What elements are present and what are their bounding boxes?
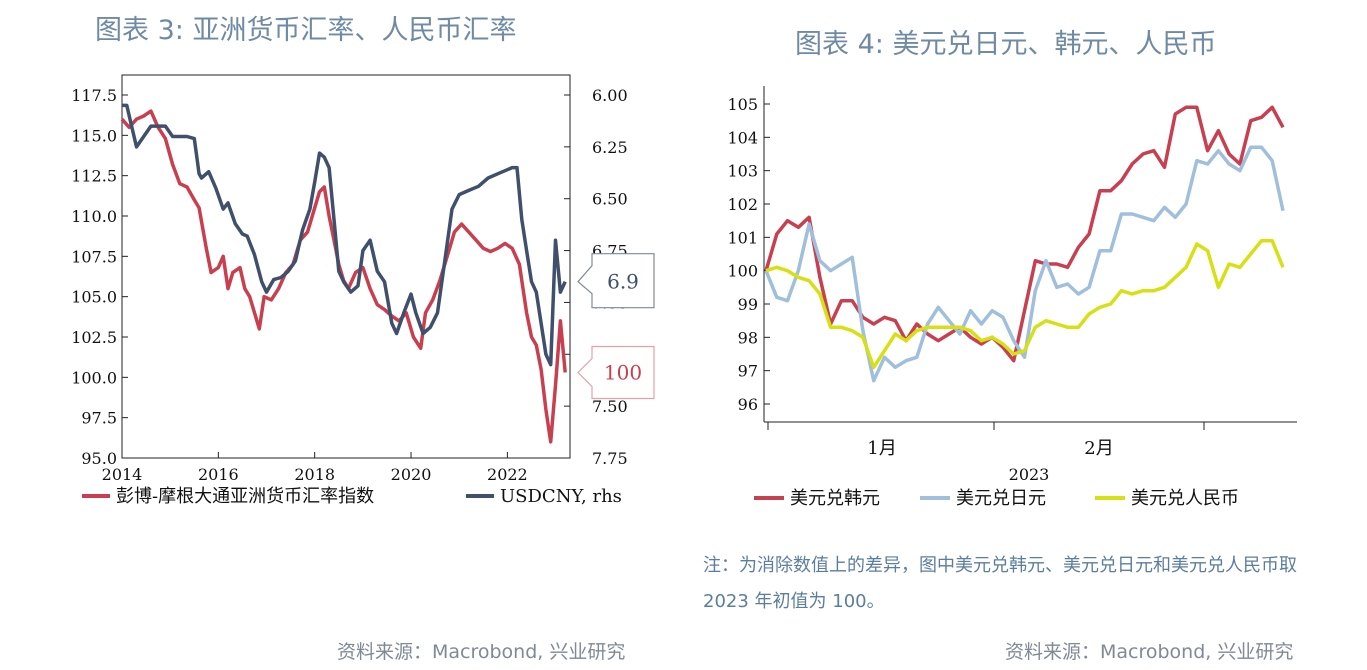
source-right: 资料来源：Macrobond, 兴业研究 — [1005, 641, 1294, 663]
left-tick-label: 107.5 — [71, 247, 117, 266]
x-tick-label: 1月 — [867, 438, 896, 459]
left-tick-label: 115.0 — [71, 126, 117, 145]
right-tick-label: 6.25 — [592, 138, 628, 157]
left-tick-label: 100.0 — [71, 368, 117, 387]
legend-label-asia-fx: 彭博-摩根大通亚洲货币汇率指数 — [116, 486, 374, 507]
right-tick-label: 6.50 — [592, 190, 628, 209]
left-tick-label: 102.5 — [71, 328, 117, 347]
y-tick-label: 96 — [738, 395, 758, 414]
legend-label-usdcny: 美元兑人民币 — [1131, 488, 1239, 509]
left-tick-label: 117.5 — [71, 86, 117, 105]
right-tick-label: 7.75 — [592, 449, 628, 468]
x-tick-label: 2018 — [294, 465, 335, 484]
legend-label-usdjpy: 美元兑日元 — [956, 488, 1046, 509]
x-tick-label: 2月 — [1084, 438, 1113, 459]
chart-4: 105 104 103 102 101 100 99 98 97 96 1月 2月 2023 美元兑韩元 美… — [727, 86, 1297, 509]
series-line-usdkrw — [764, 105, 1285, 363]
left-tick-label: 105.0 — [71, 288, 117, 307]
source-left: 资料来源：Macrobond, 兴业研究 — [337, 641, 626, 663]
callout-label-asia-fx: 100 — [604, 360, 642, 384]
callout-label-usdcny: 6.9 — [607, 270, 639, 294]
x-axis-label: 2023 — [1009, 465, 1050, 484]
legend-label-usdcny: USDCNY, rhs — [500, 486, 622, 507]
y-tick-label: 100 — [727, 262, 758, 281]
y-tick-label: 97 — [738, 362, 758, 381]
series-line-usdcny — [122, 103, 567, 367]
left-tick-label: 110.0 — [71, 207, 117, 226]
series-line-usdjpy — [764, 145, 1285, 383]
y-tick-label: 104 — [727, 128, 758, 147]
y-tick-label: 103 — [727, 162, 758, 181]
left-tick-label: 97.5 — [81, 409, 117, 428]
left-tick-label: 95.0 — [81, 449, 117, 468]
legend-label-usdkrw: 美元兑韩元 — [790, 488, 880, 509]
x-tick-label: 2020 — [391, 465, 432, 484]
series-line-asia-fx-index — [120, 109, 567, 444]
left-tick-label: 112.5 — [71, 167, 117, 186]
y-tick-label: 98 — [738, 328, 758, 347]
x-tick-label: 2016 — [198, 465, 239, 484]
callout-box-usdcny — [577, 253, 655, 309]
chart-3: 117.5 115.0 112.5 110.0 107.5 105.0 102.5 100.0… — [71, 74, 655, 507]
x-tick-label: 2022 — [487, 465, 528, 484]
right-tick-label: 7.50 — [592, 397, 628, 416]
series-line-usdcny — [765, 238, 1285, 370]
chart-4-title: 图表 4: 美元兑日元、韩元、人民币 — [795, 29, 1217, 60]
callout-box-asia-fx — [577, 345, 655, 400]
chart-4-note: 注：为消除数值上的差异，图中美元兑韩元、美元兑日元和美元兑人民币取 2023 年… — [703, 555, 1297, 612]
y-tick-label: 99 — [738, 295, 758, 314]
chart-3-title: 图表 3: 亚洲货币汇率、人民币汇率 — [95, 15, 517, 46]
y-tick-label: 105 — [727, 95, 758, 114]
plot-frame — [121, 74, 571, 459]
right-tick-label: 6.00 — [592, 86, 628, 105]
y-tick-label: 101 — [727, 228, 758, 247]
x-tick-label: 2014 — [102, 465, 143, 484]
y-tick-label: 102 — [727, 195, 758, 214]
